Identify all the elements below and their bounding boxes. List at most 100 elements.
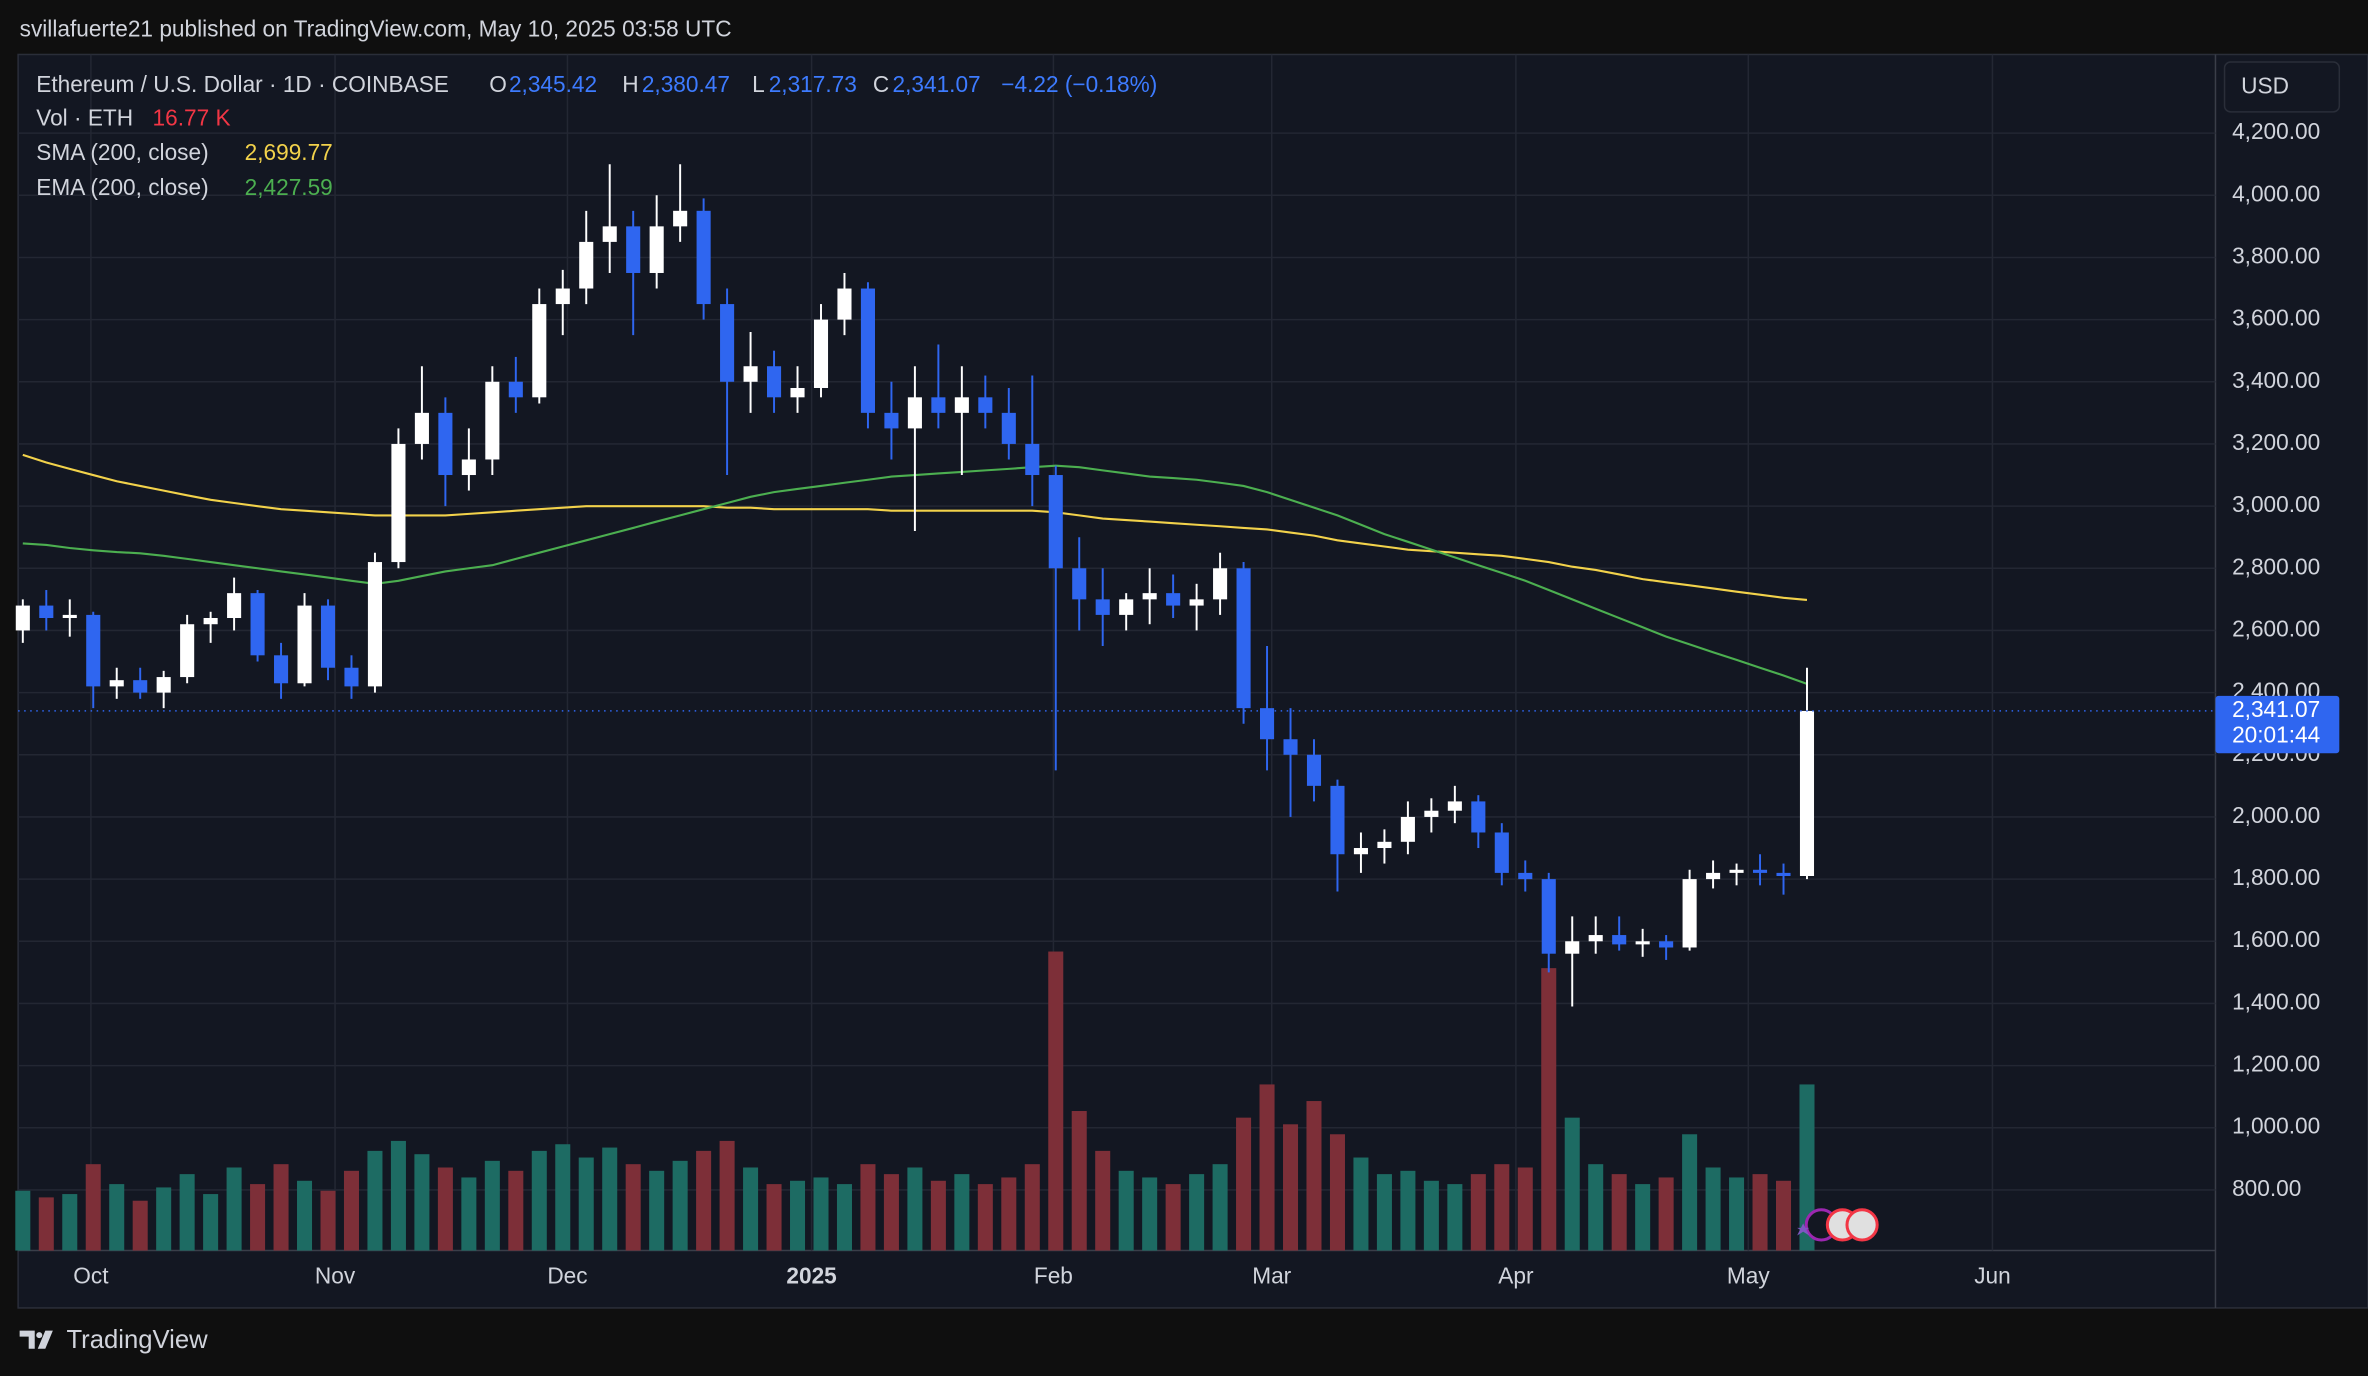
candle-body [86,614,101,687]
change: −4.22 (−0.18%) [1001,71,1157,97]
volume-bar [508,1170,524,1251]
volume-bar [1142,1177,1158,1251]
volume-bar [1682,1134,1698,1251]
candle-body [1612,935,1627,945]
volume-bar [883,1174,899,1251]
volume-bar [132,1200,148,1251]
candle-body [391,443,406,563]
candle-body [297,605,312,684]
volume-bar [790,1180,806,1251]
candle-body [1095,599,1110,615]
volume-bar [1541,968,1557,1251]
volume-bar [1353,1157,1369,1251]
x-tick-label: 2025 [786,1263,836,1289]
candle-body [1729,869,1744,873]
volume-bar [1776,1180,1792,1251]
sma-name: SMA (200, close) [36,139,208,165]
ohlc-label: L [752,71,765,97]
y-tick-label: 2,600.00 [2232,615,2320,641]
volume-value: 16.77 K [153,104,231,130]
volume-bar [1048,951,1064,1251]
volume-bar [109,1184,125,1251]
currency[interactable]: USD [2241,73,2289,99]
candle-body [743,366,758,382]
candle-body [626,226,641,273]
brand: TradingView [19,1326,208,1354]
volume-bar [1118,1170,1134,1251]
volume-bar [343,1170,359,1251]
candle-body [767,366,782,398]
candle-body [673,210,688,227]
candle-body [884,412,899,429]
volume-bar [226,1167,242,1251]
x-tick-label: Mar [1252,1263,1291,1289]
candle-body [62,614,77,619]
candle-body [461,459,476,476]
ema-value: 2,427.59 [245,174,333,200]
candle-body [1400,816,1415,842]
candle-body [367,562,382,687]
volume-bar [1236,1117,1252,1251]
volume-bar [977,1184,993,1251]
volume-bar [320,1190,336,1251]
event-icons [1797,1208,1879,1242]
volume-bar [179,1174,195,1251]
candle-body [1752,869,1768,873]
ohlc-value: 2,341.07 [893,71,981,97]
candle-body [39,605,54,619]
candle-body [1377,841,1392,849]
volume-bar [696,1150,712,1251]
volume-name: Vol · ETH [36,104,133,130]
currency-button[interactable] [2223,61,2341,113]
volume-bar [1283,1124,1299,1251]
candle-body [931,397,946,413]
chart-panel [17,53,2368,1309]
candle-body [1283,739,1298,755]
volume-bar [1423,1180,1439,1251]
volume-bar [297,1180,313,1251]
volume-bar [555,1144,571,1251]
volume-bar [38,1197,54,1251]
y-tick-label: 4,000.00 [2232,180,2320,206]
volume-bar [156,1187,172,1251]
candle-body [227,593,242,619]
last-price-box [2215,695,2340,754]
candle-body [203,618,218,625]
candle-body [1706,872,1721,880]
candle-body [1001,412,1016,444]
volume-bar [1494,1164,1510,1251]
candle-body [1048,475,1063,569]
candle-body [1588,935,1603,942]
volume-bar [484,1160,500,1251]
volume-bar [1189,1174,1205,1251]
candle-body [907,397,922,429]
volume-bar [1095,1150,1111,1251]
event-icon [1797,1223,1810,1236]
candle-body [1306,754,1322,786]
legend: Ethereum / U.S. Dollar · 1D · COINBASE O… [36,71,1157,200]
candle-body [133,680,148,693]
volume-bar [836,1184,852,1251]
y-tick-label: 4,200.00 [2232,118,2320,144]
candle-body [837,288,852,320]
ohlc-label: H [622,71,638,97]
volume-bar [1001,1177,1017,1251]
volume-bar [1658,1177,1674,1251]
volume-bar [250,1184,266,1251]
volume-bar [813,1177,829,1251]
volume-bar [273,1164,289,1251]
volume-bar [1799,1084,1815,1251]
candle-body [438,412,453,476]
volume-bar [1564,1117,1580,1251]
x-tick-label: May [1727,1263,1770,1289]
candle-body [1259,708,1275,740]
volume-bar [602,1147,618,1251]
volume-bar [62,1194,78,1251]
y-tick-label: 3,000.00 [2232,491,2320,517]
x-tick-label: Oct [73,1263,109,1289]
x-tick-label: Dec [547,1263,587,1289]
candle-body [156,677,171,693]
volume-bar [1212,1164,1228,1251]
volume-bar [1376,1174,1392,1251]
